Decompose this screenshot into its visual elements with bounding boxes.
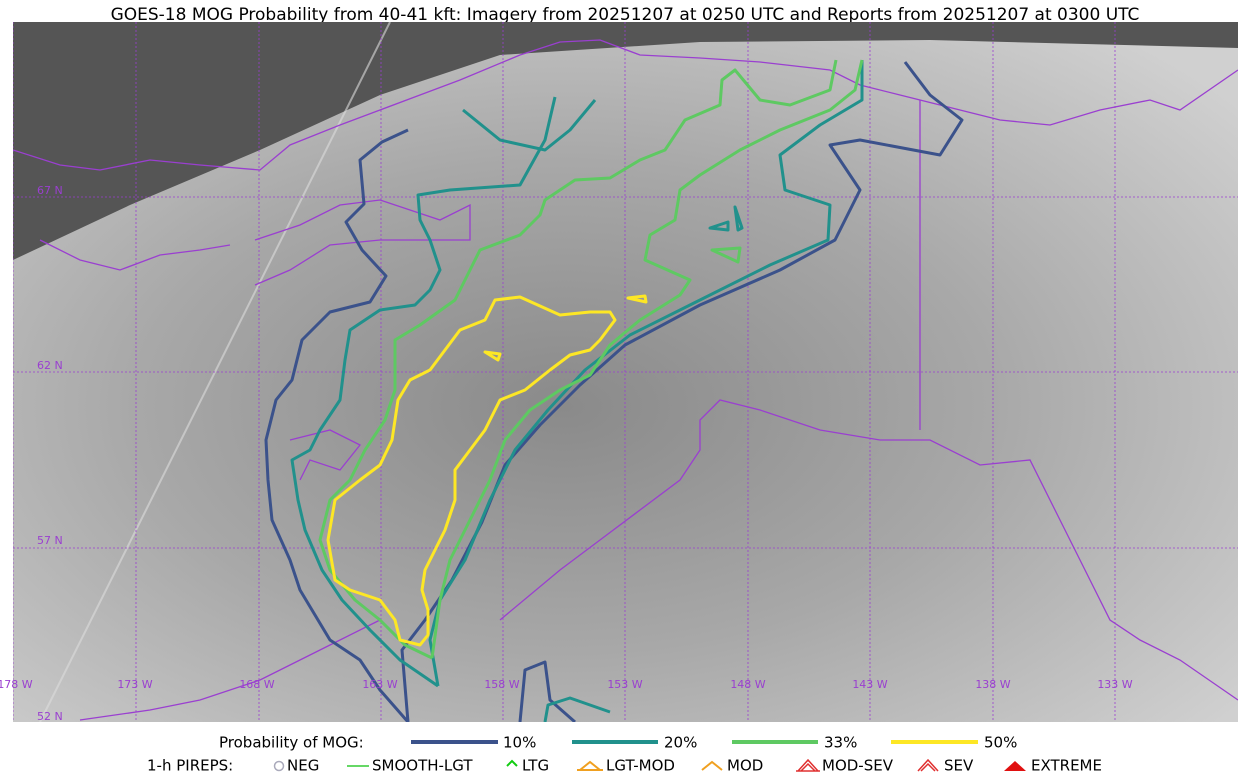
lon-label: 158 W xyxy=(484,678,519,691)
contours xyxy=(264,59,964,722)
lon-label: 138 W xyxy=(975,678,1010,691)
pirep-icon xyxy=(701,760,723,771)
contour-50 xyxy=(483,294,648,362)
legend-label: LTG xyxy=(522,757,549,775)
pirep-icon xyxy=(796,758,820,772)
lon-label: 168 W xyxy=(239,678,274,691)
coastline xyxy=(499,399,1238,701)
graticule xyxy=(13,22,1238,722)
legend-label: 20% xyxy=(664,734,697,752)
legend-label: MOD xyxy=(727,757,763,775)
lon-labels: 178 W 173 W 168 W 163 W 158 W 153 W 148 … xyxy=(0,678,1133,691)
lon-label: 178 W xyxy=(0,678,33,691)
legend-label: LGT-MOD xyxy=(606,757,675,775)
contour-20 xyxy=(543,696,611,722)
coastlines xyxy=(13,39,1238,721)
legend-label: 50% xyxy=(984,734,1017,752)
title: GOES-18 MOG Probability from 40-41 kft: … xyxy=(111,5,1140,25)
contour-20 xyxy=(708,205,744,232)
lon-label: 148 W xyxy=(730,678,765,691)
lat-labels: 67 N 62 N 57 N 52 N xyxy=(37,184,63,723)
pirep-icon xyxy=(917,758,939,772)
legend-label: SEV xyxy=(944,757,974,775)
coastline xyxy=(254,199,471,286)
lat-label: 67 N xyxy=(37,184,63,197)
coastline xyxy=(13,39,1238,171)
legend-label: 10% xyxy=(503,734,536,752)
lon-label: 163 W xyxy=(362,678,397,691)
pirep-icon xyxy=(506,759,518,767)
lon-label: 143 W xyxy=(852,678,887,691)
lat-label: 52 N xyxy=(37,710,63,723)
coastline xyxy=(39,239,231,271)
lat-label: 57 N xyxy=(37,534,63,547)
no-data-region xyxy=(13,22,1238,260)
contour-20 xyxy=(290,60,864,688)
pirep-icon xyxy=(577,760,603,771)
legend-title: Probability of MOG: xyxy=(219,734,364,752)
contour-10 xyxy=(518,660,576,722)
lon-label: 133 W xyxy=(1097,678,1132,691)
legend: Probability of MOG: 10% 20% 33% 50% 1-h … xyxy=(147,734,1102,775)
map-area xyxy=(13,22,1238,722)
coastline xyxy=(289,429,362,481)
lon-label: 173 W xyxy=(117,678,152,691)
lon-label: 153 W xyxy=(607,678,642,691)
lat-label: 62 N xyxy=(37,359,63,372)
pirep-icon xyxy=(273,760,285,772)
legend-label: SMOOTH-LGT xyxy=(372,757,473,775)
legend-label: EXTREME xyxy=(1031,757,1102,775)
legend-label: 33% xyxy=(824,734,857,752)
coastline xyxy=(79,619,381,721)
legend-label: NEG xyxy=(287,757,319,775)
contour-33 xyxy=(318,59,864,660)
pirep-icon xyxy=(1004,761,1026,771)
contour-33 xyxy=(710,246,742,264)
contour-50 xyxy=(326,295,617,647)
legend-label: MOD-SEV xyxy=(822,757,894,775)
legend-title: 1-h PIREPS: xyxy=(147,757,233,775)
